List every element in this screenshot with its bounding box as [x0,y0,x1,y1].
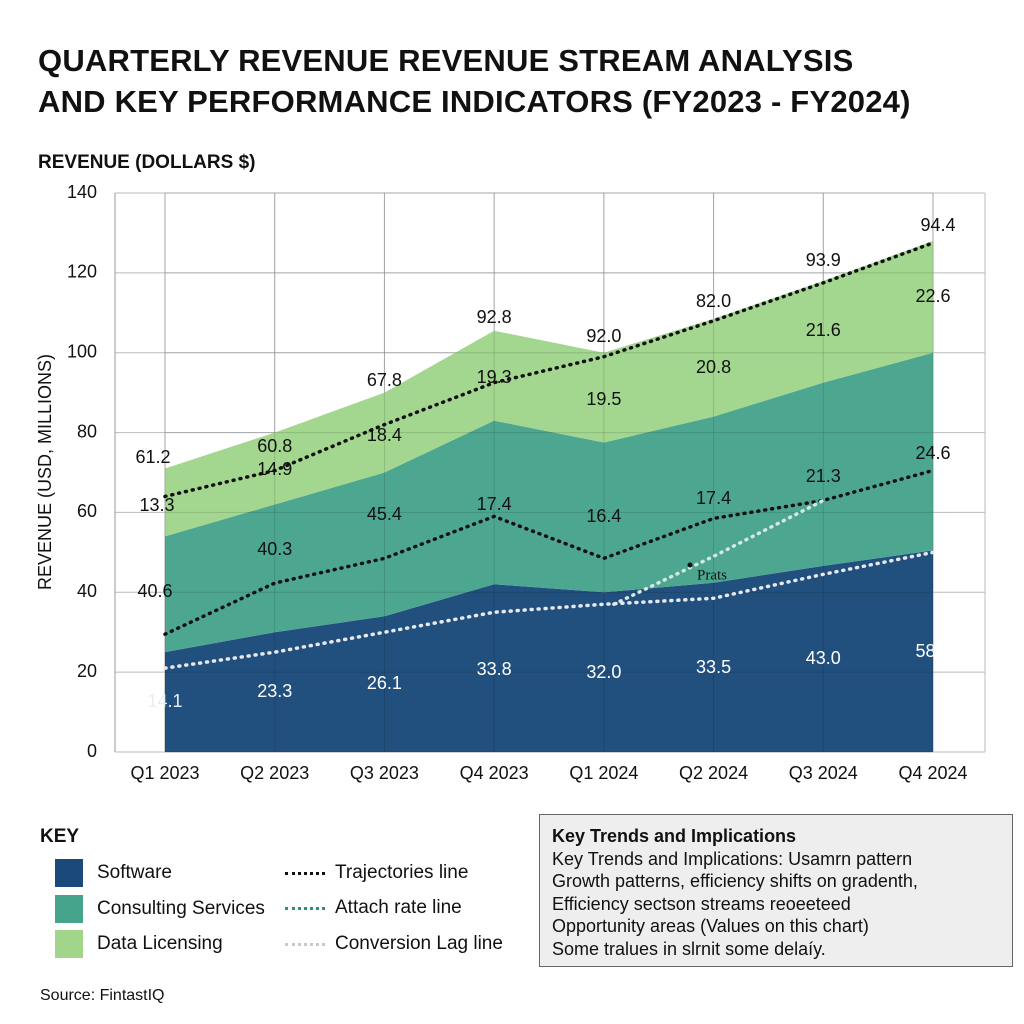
consulting-data-label: 21.3 [806,466,841,486]
annotation-label: Prats [697,567,727,583]
trends-line: Some tralues in slrnit some delaíy. [552,938,826,959]
trends-line: Key Trends and Implications: Usamrn patt… [552,848,913,869]
total-data-label: 67.8 [367,370,402,390]
y-tick-label: 140 [67,182,97,202]
total-data-label: 61.2 [135,447,170,467]
consulting-data-label: 17.4 [696,488,731,508]
key-item-conversion-lag: Conversion Lag line [285,933,503,955]
total-data-label: 93.9 [806,250,841,270]
key-trends-box: Key Trends and Implications Key Trends a… [539,814,1013,967]
chart-title: QUARTERLY REVENUE REVENUE STREAM ANALYSI… [38,40,911,122]
consulting-data-label: 16.4 [586,506,621,526]
licensing-data-label: 13.3 [139,495,174,515]
title-line-1: QUARTERLY REVENUE REVENUE STREAM ANALYSI… [38,43,854,78]
software-data-label: 23.3 [257,681,292,701]
total-data-label: 94.4 [920,215,955,235]
consulting-data-label: 17.4 [477,494,512,514]
y-tick-label: 0 [87,741,97,761]
licensing-data-label: 18.4 [367,425,402,445]
software-swatch [55,859,83,887]
y-tick-label: 40 [77,581,97,601]
key-title: KEY [40,826,80,847]
key-label: Attach rate line [335,897,462,918]
conversion-lag-line-swatch [285,942,325,946]
area-consulting-services [165,352,933,653]
trajectories-line-swatch [285,871,325,875]
y-tick-label: 100 [67,341,97,361]
key-label: Conversion Lag line [335,933,503,954]
x-tick-label: Q4 2023 [460,763,529,783]
total-data-label: 92.0 [586,326,621,346]
attach-rate-line-swatch [285,906,325,910]
trends-line: Efficiency sectson streams reoeeteed [552,893,851,914]
software-data-label: 32.0 [586,662,621,682]
key-label: Consulting Services [97,898,265,919]
licensing-data-label: 14.9 [257,459,292,479]
consulting-data-label: 45.4 [367,504,402,524]
y-tick-label: 60 [77,501,97,521]
x-tick-label: Q4 2024 [898,763,967,783]
source-note: Source: FintastIQ [40,987,165,1004]
software-data-label: 26.1 [367,673,402,693]
key-item-software: Software [55,859,172,887]
licensing-data-label: 22.6 [915,286,950,306]
attach-rate-line [612,498,826,607]
trends-line: Growth patterns, efficiency shifts on gr… [552,871,918,891]
y-tick-label: 20 [77,661,97,681]
x-tick-label: Q2 2023 [240,763,309,783]
licensing-swatch [55,930,83,958]
consulting-swatch [55,895,83,923]
key-label: Software [97,862,172,883]
licensing-data-label: 19.5 [586,389,621,409]
trajectories-line [163,241,935,499]
key-item-trajectories: Trajectories line [285,862,468,884]
software-data-label: 33.5 [696,657,731,677]
x-tick-label: Q2 2024 [679,763,748,783]
software-data-label: 58.0 [915,641,950,661]
software-data-label: 33.8 [477,659,512,679]
consulting-data-label: 40.6 [137,581,172,601]
y-tick-label: 80 [77,421,97,441]
trends-title: Key Trends and Implications [552,826,797,846]
x-tick-label: Q3 2023 [350,763,419,783]
total-data-label: 60.8 [257,436,292,456]
top-axis-label: REVENUE (DOLLARS $) [38,152,256,173]
licensing-data-label: 20.8 [696,357,731,377]
y-tick-label: 120 [67,262,97,282]
key-item-attach-rate: Attach rate line [285,897,462,919]
area-data-licensing [165,240,933,537]
key-item-licensing: Data Licensing [55,930,223,958]
y-axis-label: REVENUE (USD, MILLIONS) [35,354,55,590]
area-software [165,550,933,752]
trends-line: Opportunity areas (Values on this chart) [552,916,869,936]
x-tick-label: Q3 2024 [789,763,858,783]
title-line-2: AND KEY PERFORMANCE INDICATORS (FY2023 -… [38,84,911,119]
software-data-label: 43.0 [806,648,841,668]
consulting-data-label: 24.6 [915,443,950,463]
key-label: Data Licensing [97,933,223,954]
key-label: Trajectories line [335,862,469,883]
software-data-label: 14.1 [147,691,182,711]
total-data-label: 92.8 [477,307,512,327]
key-item-consulting: Consulting Services [55,895,265,923]
licensing-data-label: 19.3 [477,367,512,387]
consulting-data-label: 40.3 [257,539,292,559]
x-tick-label: Q1 2023 [130,763,199,783]
trajectories-line [163,468,935,636]
licensing-data-label: 21.6 [806,320,841,340]
x-tick-label: Q1 2024 [569,763,638,783]
total-data-label: 82.0 [696,291,731,311]
annotation-marker [687,562,693,568]
